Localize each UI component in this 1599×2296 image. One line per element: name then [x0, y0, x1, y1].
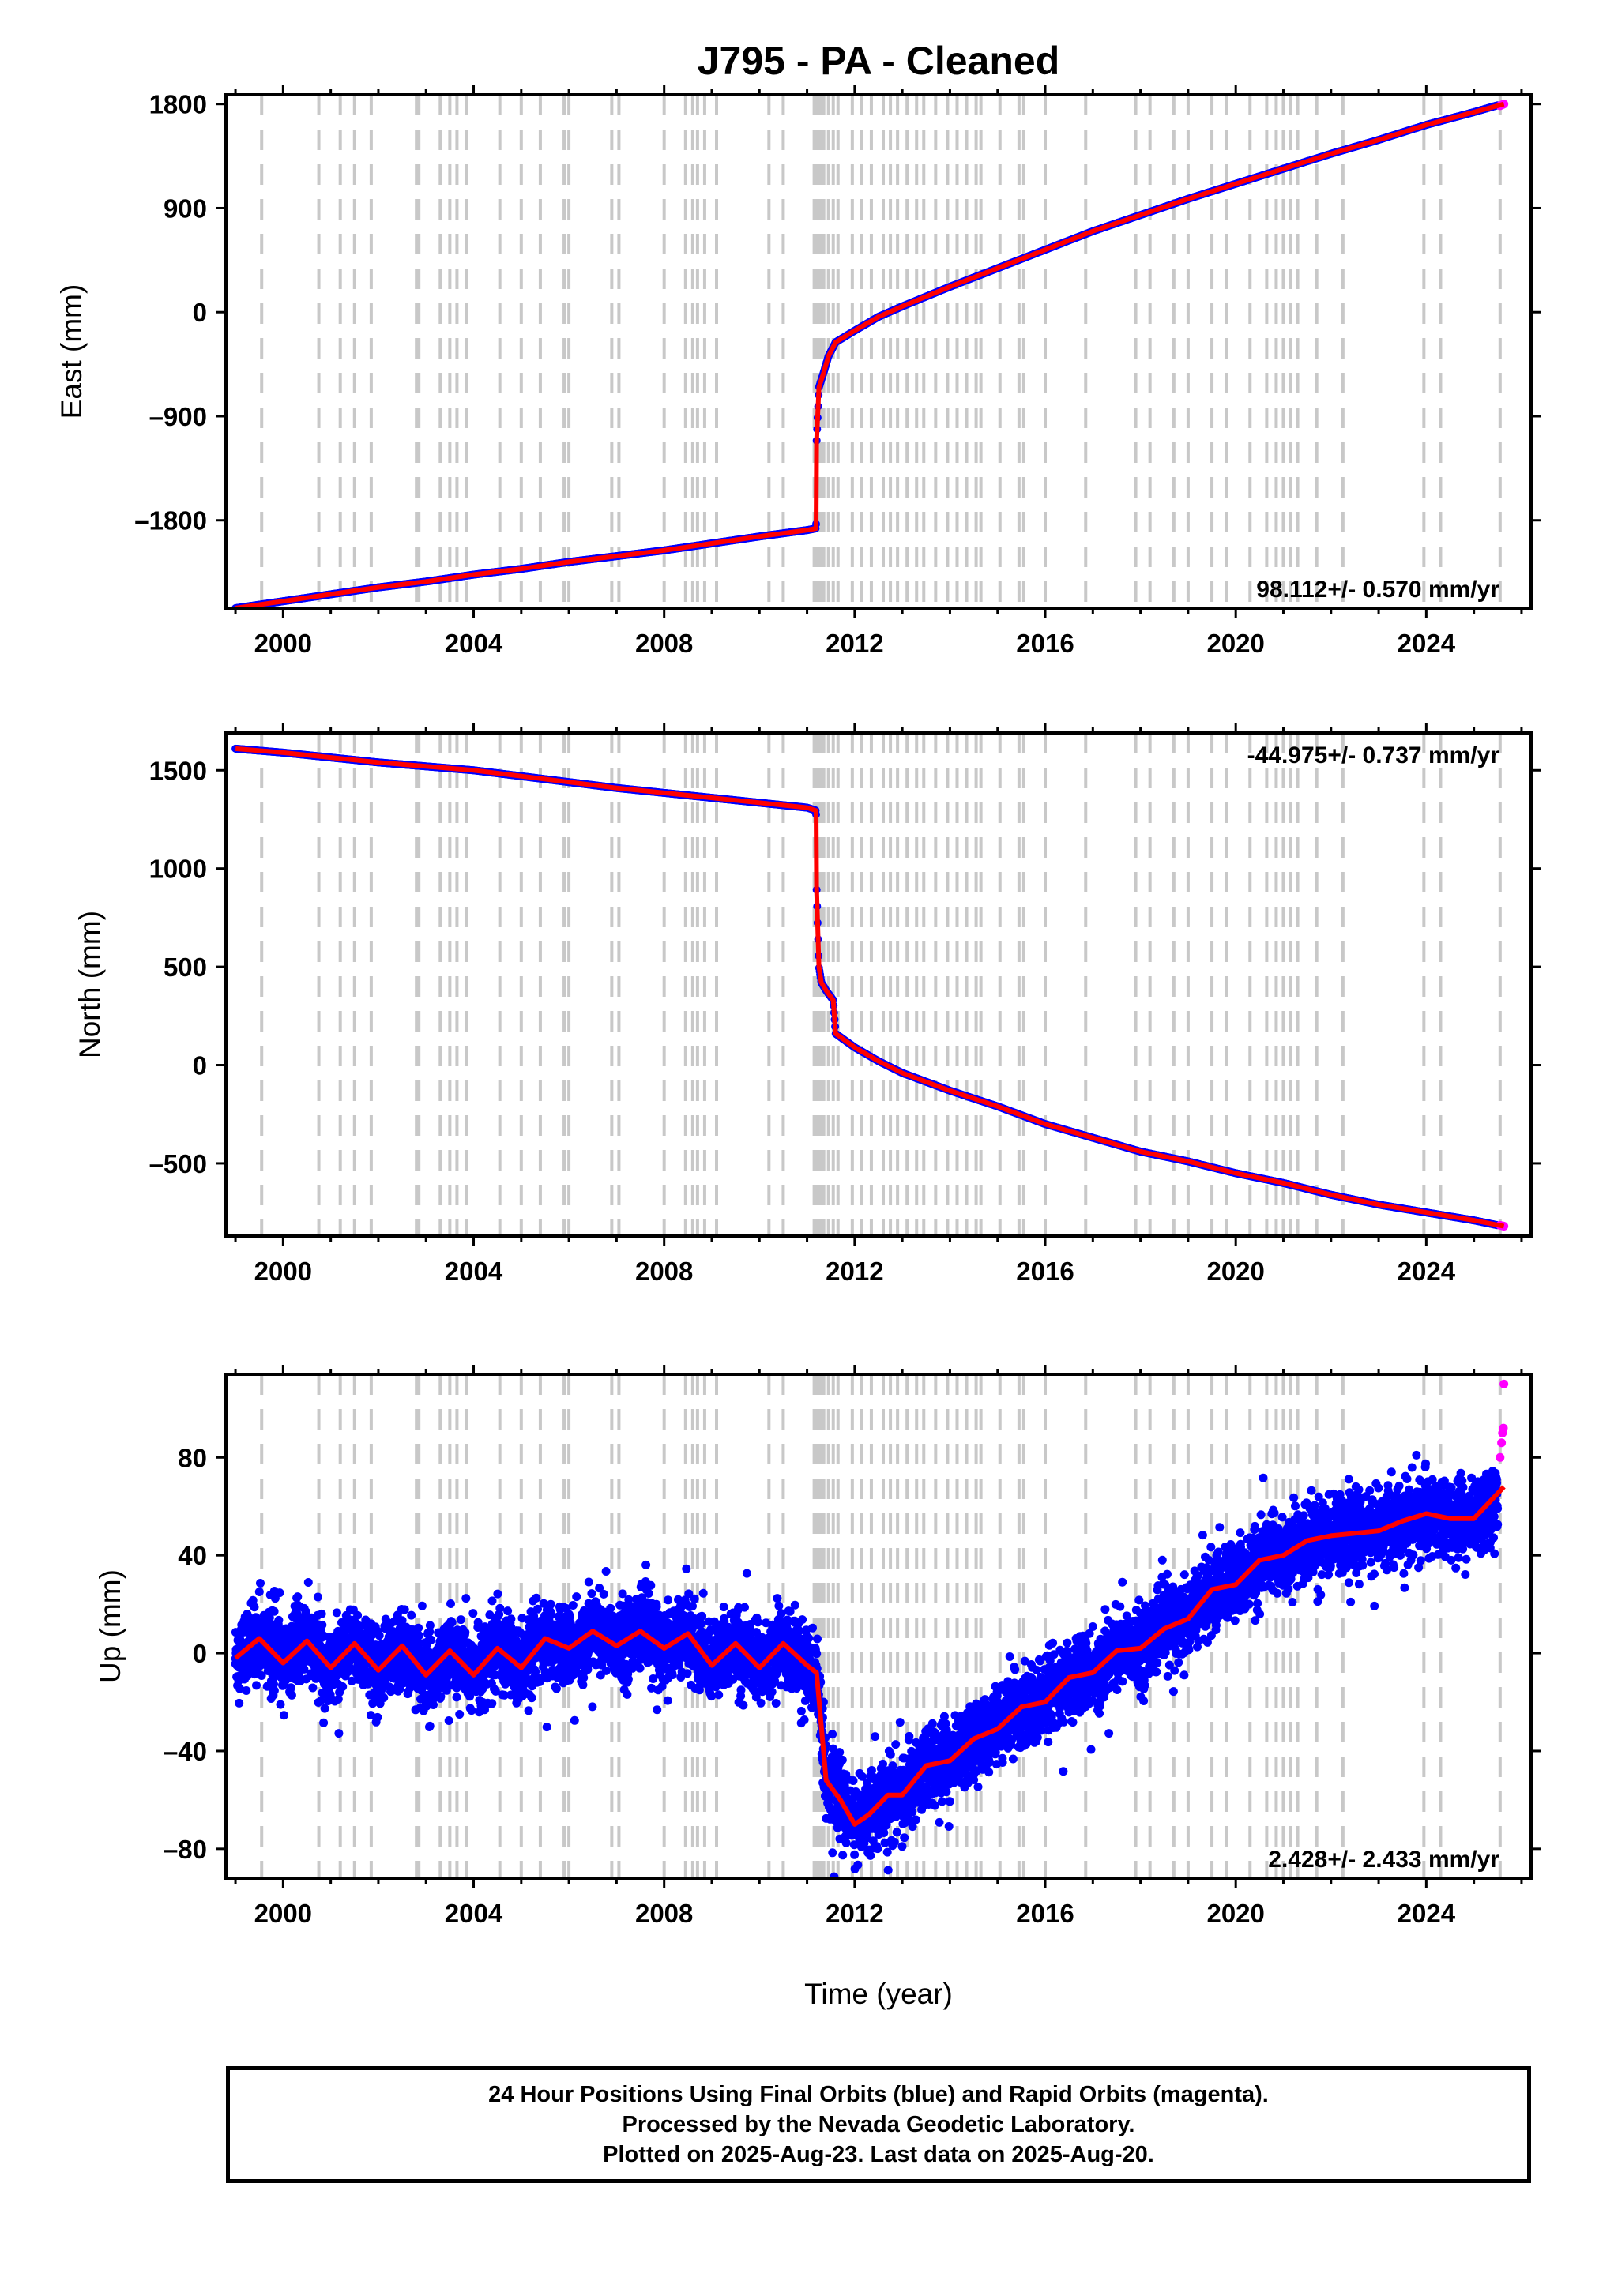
panel-frame [226, 95, 1531, 608]
y-tick-label: 1800 [149, 90, 207, 119]
x-tick-label: 2004 [445, 629, 503, 658]
equipment-changes [261, 733, 1500, 1236]
x-tick-label: 2008 [635, 629, 693, 658]
x-tick-label: 2024 [1398, 629, 1456, 658]
y-tick-label: 0 [193, 298, 207, 327]
model-line [235, 104, 1504, 608]
figure-title: J795 - PA - Cleaned [698, 39, 1060, 83]
model-group [235, 104, 1504, 608]
x-tick-label: 2020 [1206, 629, 1264, 658]
scatter-points [231, 745, 1501, 1229]
scatter-points [231, 101, 1501, 612]
x-tick-label: 2016 [1016, 629, 1074, 658]
panels: 2000 2004 2008 2012 2016 2020 2024 1800 900 0 –900… [55, 85, 1541, 1928]
rate-label: 98.112+/- 0.570 mm/yr [1256, 577, 1499, 603]
panel-east: 2000 2004 2008 2012 2016 2020 2024 1800 900 0 –900… [55, 85, 1541, 658]
equipment-changes [261, 95, 1500, 608]
x-tick-label: 2000 [254, 629, 312, 658]
x-tick-label: 2012 [826, 629, 883, 658]
y-tick-label: –1800 [134, 506, 207, 535]
y-axis-label: East (mm) [55, 284, 88, 419]
y-tick-label: –900 [149, 402, 207, 431]
y-tick-label: 900 [164, 194, 207, 223]
